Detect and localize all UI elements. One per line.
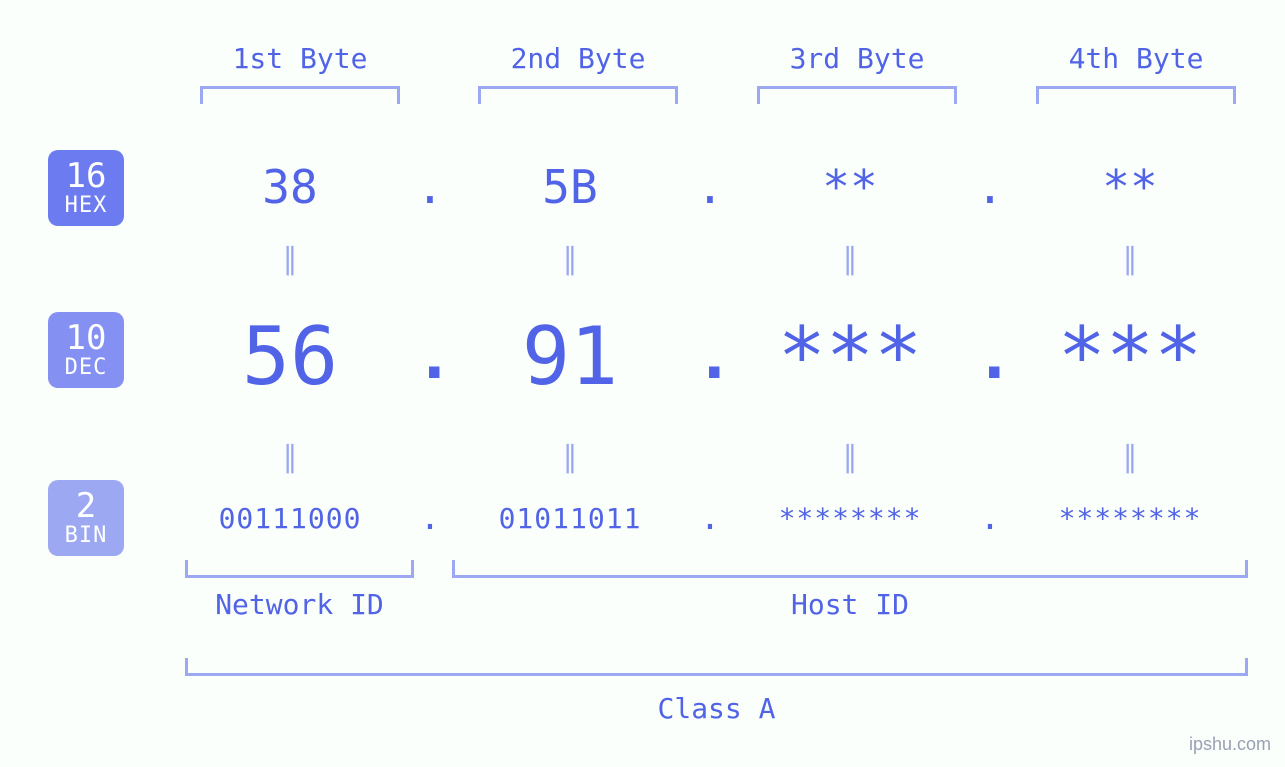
- row-eq-2-cell-2: ∥: [445, 440, 695, 475]
- row-bin: 00111000.01011011.********.********: [165, 498, 1255, 538]
- label-class: Class A: [185, 692, 1248, 725]
- byte-bracket-1: [200, 86, 400, 104]
- row-hex-cell-1: 38: [165, 160, 415, 214]
- dot-separator: .: [415, 498, 445, 538]
- byte-label-1: 1st Byte: [200, 42, 400, 75]
- row-bin-cell-1: 00111000: [165, 502, 415, 535]
- row-hex-cell-2: 5B: [445, 160, 695, 214]
- dot-separator: .: [415, 320, 445, 394]
- row-dec: 56.91.***.***: [165, 310, 1255, 403]
- label-host: Host ID: [452, 588, 1248, 621]
- row-dec-cell-3: ***: [725, 310, 975, 403]
- badge-hex-name: HEX: [48, 194, 124, 217]
- dot-separator: .: [695, 320, 725, 394]
- badge-dec-name: DEC: [48, 356, 124, 379]
- ip-diagram: { "colors": { "primary": "#5163e6", "lig…: [0, 0, 1285, 767]
- dot-separator: .: [975, 320, 1005, 394]
- byte-label-4: 4th Byte: [1036, 42, 1236, 75]
- badge-dec: 10 DEC: [48, 312, 124, 388]
- row-eq-2-cell-1: ∥: [165, 440, 415, 475]
- byte-bracket-3: [757, 86, 957, 104]
- dot-separator: .: [975, 498, 1005, 538]
- row-eq-1: ∥ ∥ ∥ ∥: [165, 242, 1255, 277]
- row-bin-cell-2: 01011011: [445, 502, 695, 535]
- byte-label-3: 3rd Byte: [757, 42, 957, 75]
- byte-bracket-2: [478, 86, 678, 104]
- dot-separator: .: [695, 498, 725, 538]
- row-eq-2-cell-3: ∥: [725, 440, 975, 475]
- badge-bin-name: BIN: [48, 524, 124, 547]
- row-hex-cell-4: **: [1005, 160, 1255, 214]
- bracket-host: [452, 560, 1248, 578]
- row-eq-1-cell-4: ∥: [1005, 242, 1255, 277]
- bracket-network: [185, 560, 414, 578]
- row-hex-cell-3: **: [725, 160, 975, 214]
- badge-bin: 2 BIN: [48, 480, 124, 556]
- row-eq-1-cell-2: ∥: [445, 242, 695, 277]
- label-network: Network ID: [185, 588, 414, 621]
- row-dec-cell-2: 91: [445, 310, 695, 403]
- row-dec-cell-1: 56: [165, 310, 415, 403]
- row-dec-cell-4: ***: [1005, 310, 1255, 403]
- dot-separator: .: [695, 160, 725, 214]
- row-eq-1-cell-3: ∥: [725, 242, 975, 277]
- bracket-class: [185, 658, 1248, 676]
- watermark: ipshu.com: [1189, 734, 1271, 755]
- badge-dec-base: 10: [48, 321, 124, 357]
- row-eq-2-cell-4: ∥: [1005, 440, 1255, 475]
- row-hex: 38.5B.**.**: [165, 160, 1255, 214]
- byte-bracket-4: [1036, 86, 1236, 104]
- dot-separator: .: [415, 160, 445, 214]
- dot-separator: .: [975, 160, 1005, 214]
- row-bin-cell-3: ********: [725, 502, 975, 535]
- badge-hex-base: 16: [48, 159, 124, 195]
- badge-hex: 16 HEX: [48, 150, 124, 226]
- row-eq-1-cell-1: ∥: [165, 242, 415, 277]
- byte-label-2: 2nd Byte: [478, 42, 678, 75]
- row-bin-cell-4: ********: [1005, 502, 1255, 535]
- badge-bin-base: 2: [48, 489, 124, 525]
- row-eq-2: ∥ ∥ ∥ ∥: [165, 440, 1255, 475]
